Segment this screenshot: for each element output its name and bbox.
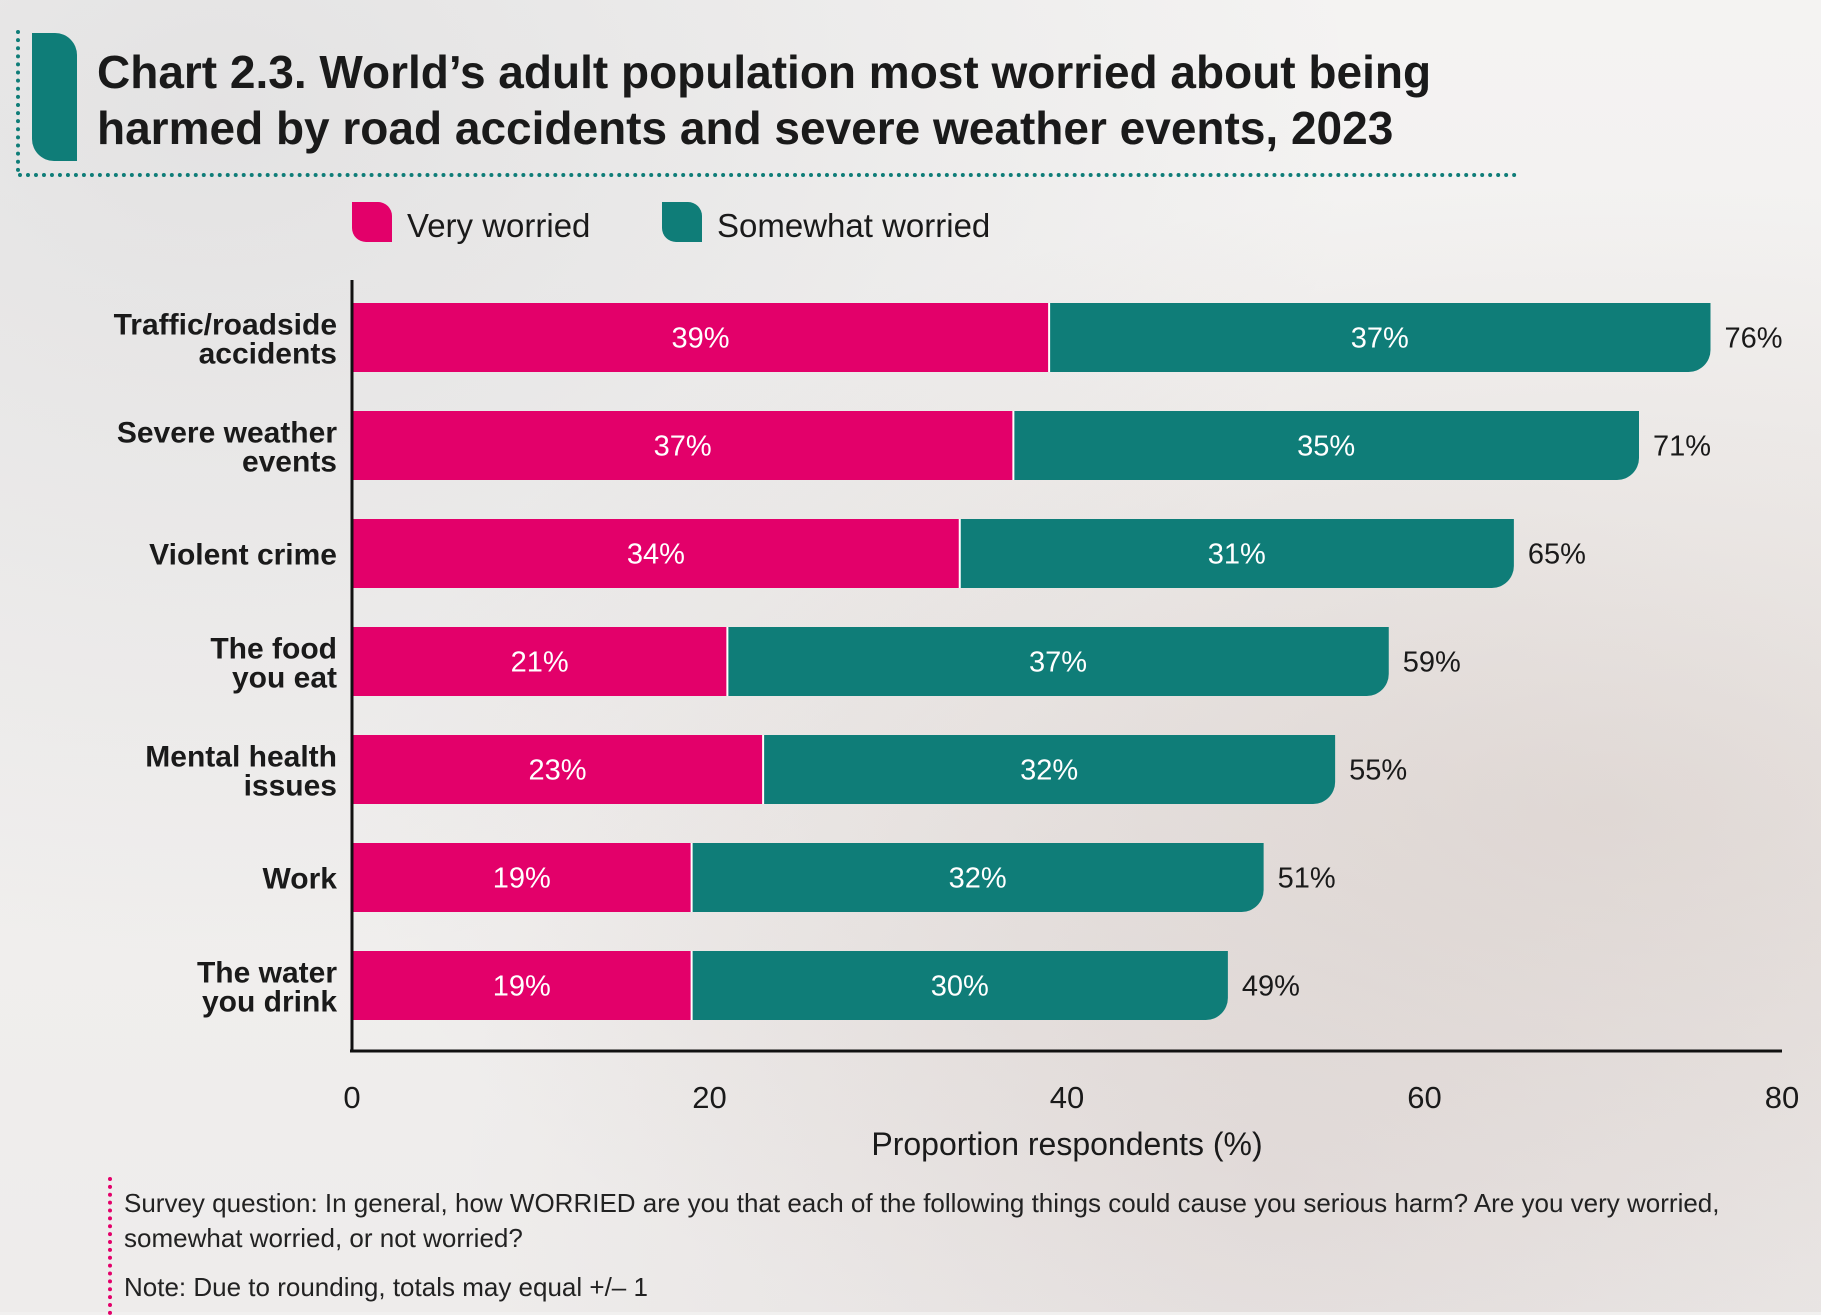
- data-label-very-worried: 34%: [627, 539, 685, 571]
- data-label-very-worried: 19%: [493, 971, 551, 1003]
- bar-somewhat-worried: [1013, 411, 1639, 480]
- data-label-total: 71%: [1653, 431, 1711, 463]
- bar-very-worried: [352, 951, 692, 1020]
- bar-somewhat-worried: [763, 735, 1336, 804]
- bar-somewhat-worried: [959, 519, 1514, 588]
- data-label-total: 65%: [1528, 539, 1586, 571]
- data-label-total: 51%: [1278, 863, 1336, 895]
- bar-somewhat-worried: [1049, 303, 1711, 372]
- x-tick-label: 20: [692, 1080, 726, 1115]
- title-underline-dots: [18, 173, 1518, 177]
- title-accent-block: [32, 33, 77, 161]
- data-label-total: 49%: [1242, 971, 1300, 1003]
- legend-label-very-worried: Very worried: [407, 207, 590, 244]
- data-label-total: 76%: [1725, 323, 1783, 355]
- data-label-very-worried: 23%: [529, 755, 587, 787]
- data-label-somewhat-worried: 35%: [1297, 431, 1355, 463]
- legend: Very worried Somewhat worried: [352, 202, 990, 244]
- bar-very-worried: [352, 843, 692, 912]
- x-tick-label: 60: [1407, 1080, 1441, 1115]
- x-axis-title: Proportion respondents (%): [871, 1126, 1262, 1162]
- data-label-somewhat-worried: 31%: [1208, 539, 1266, 571]
- data-label-very-worried: 39%: [672, 323, 730, 355]
- bar-very-worried: [352, 735, 764, 804]
- bar-very-worried: [352, 519, 960, 588]
- data-label-somewhat-worried: 37%: [1029, 647, 1087, 679]
- bar-very-worried: [352, 411, 1014, 480]
- bar-somewhat-worried: [691, 951, 1228, 1020]
- bar-somewhat-worried: [691, 843, 1264, 912]
- category-label: Severe weather: [117, 417, 337, 450]
- survey-question-note: Survey question: In general, how WORRIED…: [124, 1188, 1720, 1253]
- category-label: events: [242, 446, 337, 479]
- bar-somewhat-worried: [727, 627, 1389, 696]
- footnote-dotted-border: [108, 1177, 112, 1315]
- data-label-somewhat-worried: 32%: [949, 863, 1007, 895]
- bars: 39% 37% 76% 37% 35% 71% 34% 31% 65% 21% 37% 59% 23% 3…: [352, 303, 1783, 1020]
- category-label: you eat: [232, 662, 337, 695]
- title-dotted-border: [16, 30, 20, 172]
- data-label-somewhat-worried: 37%: [1351, 323, 1409, 355]
- category-label: you drink: [202, 986, 337, 1019]
- category-label: Mental health: [145, 741, 337, 774]
- data-label-very-worried: 37%: [654, 431, 712, 463]
- category-label: Traffic/roadside: [114, 309, 337, 342]
- legend-label-somewhat-worried: Somewhat worried: [717, 207, 990, 244]
- data-label-total: 55%: [1349, 755, 1407, 787]
- legend-swatch-somewhat-worried: [662, 202, 702, 242]
- category-label: issues: [244, 770, 337, 803]
- axes: 0 20 40 60 80 Proportion respondents (%): [343, 280, 1799, 1162]
- data-label-somewhat-worried: 32%: [1020, 755, 1078, 787]
- category-label: accidents: [199, 338, 337, 371]
- data-label-total: 59%: [1403, 647, 1461, 679]
- bar-very-worried: [352, 303, 1050, 372]
- bar-very-worried: [352, 627, 728, 696]
- x-tick-label: 0: [343, 1080, 360, 1115]
- category-label: The food: [210, 633, 337, 666]
- category-label: Violent crime: [149, 539, 337, 572]
- data-label-somewhat-worried: 30%: [931, 971, 989, 1003]
- x-tick-label: 80: [1765, 1080, 1799, 1115]
- chart-title: Chart 2.3. World’s adult population most…: [97, 46, 1432, 154]
- x-tick-label: 40: [1050, 1080, 1084, 1115]
- data-label-very-worried: 19%: [493, 863, 551, 895]
- category-label: Work: [263, 863, 338, 896]
- category-label: The water: [197, 957, 337, 990]
- data-label-very-worried: 21%: [511, 647, 569, 679]
- legend-swatch-very-worried: [352, 202, 392, 242]
- rounding-note: Note: Due to rounding, totals may equal …: [124, 1272, 648, 1302]
